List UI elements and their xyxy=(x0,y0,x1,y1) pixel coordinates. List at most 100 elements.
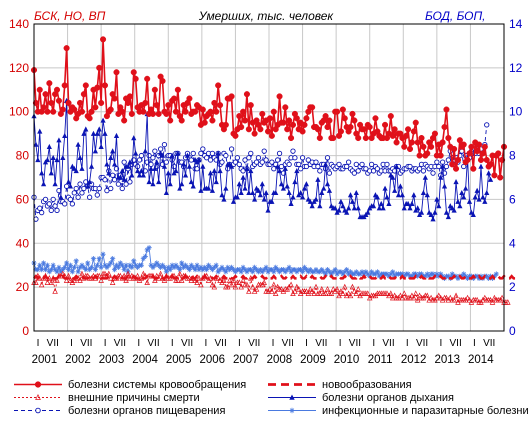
series-1 xyxy=(33,274,516,281)
data-point xyxy=(441,124,448,131)
data-point xyxy=(353,269,359,275)
data-point xyxy=(505,299,511,305)
left-tick-label: 60 xyxy=(16,192,30,206)
data-point xyxy=(365,290,371,296)
data-point xyxy=(124,99,132,106)
right-tick-label: 10 xyxy=(509,105,523,119)
data-point xyxy=(144,279,150,286)
data-point xyxy=(85,183,91,189)
data-point xyxy=(157,270,164,277)
data-point xyxy=(351,288,358,294)
data-point xyxy=(298,166,304,172)
data-point xyxy=(54,277,60,283)
data-point xyxy=(288,200,294,207)
data-point xyxy=(230,198,237,204)
data-point xyxy=(227,267,233,273)
data-point xyxy=(79,262,85,268)
data-point xyxy=(455,275,461,281)
data-point xyxy=(289,121,297,128)
data-point xyxy=(142,148,148,154)
data-point xyxy=(307,267,313,273)
x-tick-month-label: I xyxy=(137,338,140,349)
data-point xyxy=(194,279,200,286)
data-point xyxy=(482,198,488,204)
data-point xyxy=(54,269,60,275)
data-point xyxy=(403,132,410,139)
data-point xyxy=(79,270,85,277)
data-point xyxy=(150,181,156,187)
data-point xyxy=(401,290,408,296)
x-tick-year-label: 2007 xyxy=(233,354,259,366)
data-point xyxy=(259,159,265,165)
data-point xyxy=(190,150,196,157)
data-point xyxy=(411,294,417,301)
data-point xyxy=(468,143,475,150)
data-point xyxy=(365,209,371,215)
data-point xyxy=(410,128,417,135)
data-point xyxy=(86,115,93,122)
data-point xyxy=(110,256,116,262)
data-point xyxy=(436,273,442,279)
data-point xyxy=(232,283,239,290)
data-point xyxy=(411,192,417,198)
data-point xyxy=(355,134,362,142)
data-point xyxy=(102,270,108,277)
data-point xyxy=(248,267,254,273)
data-point xyxy=(393,139,400,146)
data-point xyxy=(355,205,361,211)
data-point xyxy=(374,166,381,172)
data-point xyxy=(470,275,476,281)
data-point xyxy=(284,126,291,133)
data-point xyxy=(386,200,392,207)
data-point xyxy=(273,264,279,271)
left-tick-label: 100 xyxy=(9,105,29,119)
data-point xyxy=(100,117,106,123)
data-point xyxy=(261,148,267,154)
legend-marker xyxy=(289,407,295,414)
data-point xyxy=(484,122,490,128)
data-point xyxy=(265,207,271,213)
data-point xyxy=(303,267,310,273)
data-point xyxy=(204,267,210,273)
data-point xyxy=(209,150,216,157)
data-point xyxy=(474,273,480,279)
data-point xyxy=(62,264,68,271)
data-point xyxy=(487,176,494,182)
data-point xyxy=(88,264,95,271)
data-point xyxy=(108,185,114,192)
data-point xyxy=(453,178,459,185)
data-point xyxy=(181,264,187,271)
data-point xyxy=(301,121,308,128)
data-point xyxy=(342,283,348,290)
data-point xyxy=(321,185,327,191)
x-axis-ticks: I VII 2001 I VII 2002 I VII 2003 I VII 2004 I VII 2005… xyxy=(32,338,496,366)
data-point xyxy=(342,269,348,275)
data-point xyxy=(309,203,315,209)
data-point xyxy=(298,267,304,273)
data-point xyxy=(200,267,206,273)
data-point xyxy=(98,277,104,283)
data-point xyxy=(211,283,218,290)
data-point xyxy=(370,168,377,174)
data-point xyxy=(204,155,210,161)
data-point xyxy=(211,168,217,174)
data-point xyxy=(337,128,344,135)
data-point xyxy=(221,196,227,202)
data-point xyxy=(407,205,413,211)
data-point xyxy=(46,269,52,275)
data-point xyxy=(455,198,461,204)
data-point xyxy=(96,256,102,262)
left-tick-label: 80 xyxy=(16,149,30,163)
data-point xyxy=(330,269,336,275)
data-point xyxy=(98,99,105,106)
data-point xyxy=(322,290,329,296)
data-point xyxy=(445,214,451,220)
data-point xyxy=(345,290,352,296)
data-point xyxy=(61,82,68,89)
data-point xyxy=(376,205,382,211)
data-point xyxy=(347,269,354,275)
data-point xyxy=(384,161,390,167)
data-point xyxy=(338,288,344,294)
legend-marker xyxy=(35,394,41,400)
data-point xyxy=(359,161,365,167)
